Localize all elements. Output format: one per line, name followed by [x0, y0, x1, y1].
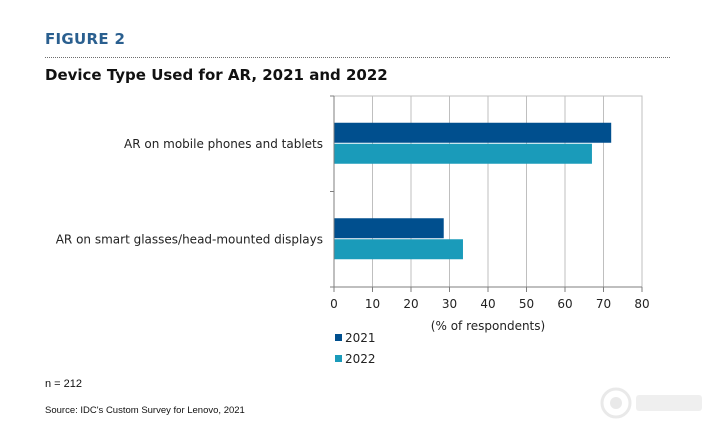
watermark-logo	[600, 387, 702, 419]
x-tick-label: 60	[557, 297, 572, 311]
bar-2021-2	[334, 218, 444, 239]
legend-label-2021: 2021	[345, 331, 376, 345]
bar-2021-1	[334, 122, 612, 143]
legend-swatch-2021	[335, 334, 342, 341]
bar-2022-2	[334, 239, 463, 260]
category-label: AR on mobile phones and tablets	[124, 137, 323, 151]
category-label: AR on smart glasses/head-mounted display…	[56, 232, 323, 246]
x-tick-label: 50	[519, 297, 534, 311]
x-tick-label: 0	[330, 297, 338, 311]
sample-size-note: n = 212	[45, 378, 83, 390]
legend-swatch-2022	[335, 355, 342, 362]
legend-label-2022: 2022	[345, 352, 376, 366]
x-tick-label: 20	[403, 297, 418, 311]
figure-label: FIGURE 2	[45, 30, 126, 48]
x-tick-label: 80	[634, 297, 649, 311]
x-tick-label: 70	[596, 297, 611, 311]
source-note: Source: IDC's Custom Survey for Lenovo, …	[45, 405, 245, 416]
x-tick-label: 10	[365, 297, 380, 311]
bar-2022-1	[334, 143, 592, 164]
x-tick-label: 40	[480, 297, 495, 311]
dotted-divider	[45, 57, 670, 58]
x-tick-label: 30	[442, 297, 457, 311]
x-axis-title: (% of respondents)	[431, 319, 545, 333]
chart-title: Device Type Used for AR, 2021 and 2022	[45, 66, 388, 84]
